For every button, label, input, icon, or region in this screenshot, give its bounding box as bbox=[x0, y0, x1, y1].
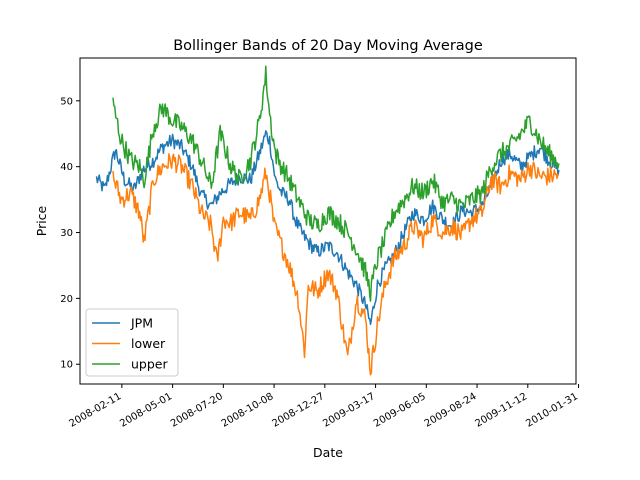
y-tick-label: 50 bbox=[60, 96, 73, 107]
y-tick-label: 40 bbox=[60, 162, 73, 173]
y-axis-label: Price bbox=[34, 205, 49, 236]
legend-label-upper: upper bbox=[131, 357, 168, 372]
y-tick-label: 30 bbox=[60, 228, 73, 239]
legend-label-lower: lower bbox=[131, 336, 166, 351]
y-axis: 10 20 30 40 50 bbox=[60, 96, 80, 371]
series-line-jpm bbox=[95, 130, 560, 326]
chart-title: Bollinger Bands of 20 Day Moving Average bbox=[173, 38, 483, 54]
series-layer bbox=[95, 65, 560, 376]
legend: JPM lower upper bbox=[85, 308, 179, 377]
series-line-upper bbox=[112, 65, 560, 302]
series-line-lower bbox=[112, 153, 560, 376]
y-tick-label: 10 bbox=[60, 360, 73, 371]
y-tick-label: 20 bbox=[60, 294, 73, 305]
plot-frame bbox=[79, 57, 577, 385]
legend-box bbox=[85, 308, 179, 377]
legend-label-jpm: JPM bbox=[130, 316, 153, 331]
x-axis-label: Date bbox=[313, 445, 343, 460]
